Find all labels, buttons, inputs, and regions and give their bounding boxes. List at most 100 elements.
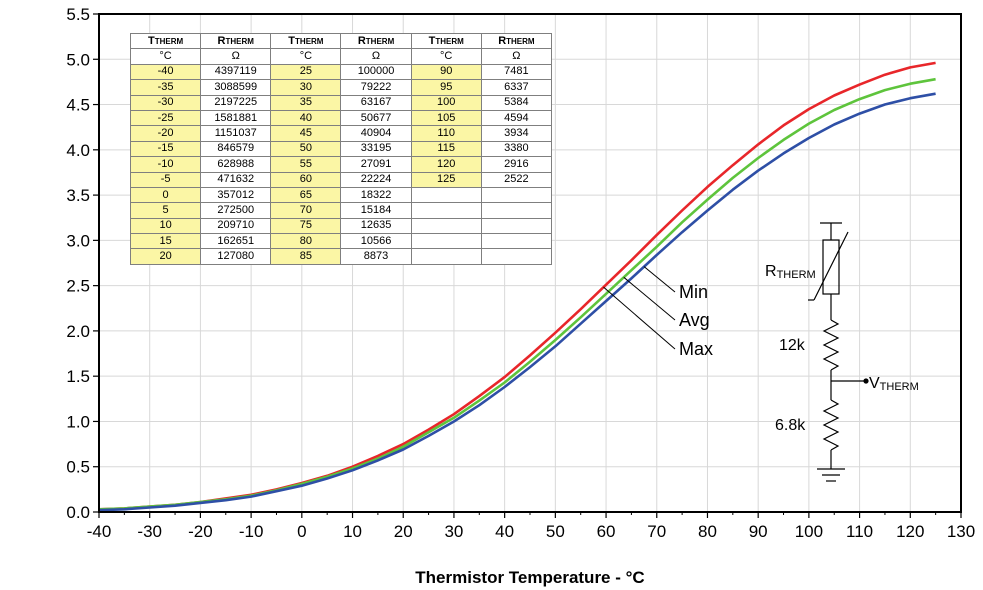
resistance-cell: 22224 <box>340 171 412 188</box>
table-header-cell: RTHERM <box>340 32 412 50</box>
table-row: -25 1581881 40 50677 105 4594 <box>129 109 553 127</box>
resistance-cell: 4397119 <box>200 63 272 81</box>
temperature-cell: 120 <box>410 156 482 173</box>
temperature-cell: 50 <box>270 140 342 158</box>
temperature-cell <box>410 217 482 235</box>
table-unit-cell: °C <box>410 48 482 65</box>
temperature-cell: -5 <box>129 171 202 188</box>
resistance-cell: 2197225 <box>200 94 272 111</box>
y-tick-label: 3.5 <box>66 186 90 205</box>
x-tick-label: 30 <box>444 522 463 541</box>
temperature-cell: 125 <box>410 171 482 188</box>
temperature-cell: 80 <box>270 233 342 250</box>
annotation-leader-avg <box>623 276 676 321</box>
resistance-cell: 628988 <box>200 156 272 173</box>
circuit-diagram <box>808 222 869 482</box>
table-row: -10 628988 55 27091 120 2916 <box>129 156 553 173</box>
temperature-cell: 45 <box>270 125 342 142</box>
y-tick-label: 0.5 <box>66 458 90 477</box>
temperature-cell: -20 <box>129 125 202 142</box>
temperature-cell: -35 <box>129 79 202 96</box>
temperature-cell: 10 <box>129 217 202 235</box>
temperature-cell: 115 <box>410 140 482 158</box>
series-group <box>98 61 936 512</box>
annotation-label-avg: Avg <box>679 310 710 330</box>
table-header-cell: TTHERM <box>270 32 342 50</box>
resistance-cell: 357012 <box>200 186 272 204</box>
resistance-cell: 63167 <box>340 94 412 111</box>
rtherm-label: RTHERM <box>765 263 816 281</box>
resistance-cell <box>480 248 553 265</box>
table-row: -35 3088599 30 79222 95 6337 <box>129 79 553 96</box>
y-axis-title-group: Thermistor Pin Read-Out Voltage <box>15 130 34 396</box>
resistance-cell: 272500 <box>200 202 272 219</box>
annotation-label-max: Max <box>679 339 713 359</box>
table-row: 0 357012 65 18322 <box>129 186 553 204</box>
table-row: 15 162651 80 10566 <box>129 233 553 250</box>
temperature-cell: 40 <box>270 109 342 127</box>
table-unit-cell: Ω <box>340 48 412 65</box>
vtherm-label: VTHERM <box>869 375 919 393</box>
series-line-min <box>98 92 936 512</box>
resistance-cell: 79222 <box>340 79 412 96</box>
temperature-cell: 60 <box>270 171 342 188</box>
vtherm-node <box>863 378 869 384</box>
thermistor-slash <box>813 231 849 301</box>
table-unit-cell: °C <box>270 48 342 65</box>
resistance-cell: 40904 <box>340 125 412 142</box>
resistor-6k8 <box>822 399 840 451</box>
y-axis-title: Thermistor Pin Read-Out Voltage <box>15 130 34 396</box>
y-tick-label: 5.5 <box>66 5 90 24</box>
resistance-cell <box>480 217 553 235</box>
resistance-cell: 3380 <box>480 140 553 158</box>
temperature-cell: 90 <box>410 63 482 81</box>
resistance-cell: 8873 <box>340 248 412 265</box>
resistance-cell: 127080 <box>200 248 272 265</box>
table-unit-cell: Ω <box>200 48 272 65</box>
r2-label: 6.8k <box>775 417 806 434</box>
table-row: -30 2197225 35 63167 100 5384 <box>129 94 553 111</box>
annotation-label-min: Min <box>679 282 708 302</box>
table-row: -40 4397119 25 100000 90 7481 <box>129 63 553 81</box>
temperature-cell: 25 <box>270 63 342 81</box>
annotation-leader-min <box>643 266 676 293</box>
temperature-cell: -30 <box>129 94 202 111</box>
temperature-cell: -10 <box>129 156 202 173</box>
x-tick-label: 0 <box>297 522 306 541</box>
x-tick-label: -20 <box>188 522 213 541</box>
table-row: 10 209710 75 12635 <box>129 217 553 235</box>
table-row: 5 272500 70 15184 <box>129 202 553 219</box>
x-tick-label: -10 <box>239 522 264 541</box>
resistance-cell: 846579 <box>200 140 272 158</box>
temperature-cell: 65 <box>270 186 342 204</box>
resistance-cell <box>480 233 553 250</box>
temperature-cell: 110 <box>410 125 482 142</box>
resistance-cell: 100000 <box>340 63 412 81</box>
x-ticks: -40 -30 -20 -10 0 10 20 30 40 50 60 70 80 90 100 110 120… <box>87 512 975 541</box>
table-header-cell: RTHERM <box>200 32 272 50</box>
table-header-row: TTHERM RTHERM TTHERM RTHERM TTHERM RTHERM <box>129 32 553 50</box>
resistance-cell: 471632 <box>200 171 272 188</box>
y-tick-label: 4.5 <box>66 96 90 115</box>
temperature-cell: 5 <box>129 202 202 219</box>
temperature-cell <box>410 202 482 219</box>
table-units-row: °C Ω °C Ω °C Ω <box>129 48 553 65</box>
x-tick-label: 60 <box>597 522 616 541</box>
x-tick-label: 90 <box>749 522 768 541</box>
resistance-cell: 7481 <box>480 63 553 81</box>
y-tick-label: 5.0 <box>66 50 90 69</box>
table-header-cell: TTHERM <box>410 32 482 50</box>
temperature-cell <box>410 248 482 265</box>
y-tick-label: 1.5 <box>66 367 90 386</box>
resistance-cell: 1581881 <box>200 109 272 127</box>
temperature-cell: 15 <box>129 233 202 250</box>
resistance-cell: 27091 <box>340 156 412 173</box>
temperature-cell: 0 <box>129 186 202 204</box>
x-tick-label: 40 <box>495 522 514 541</box>
table-unit-cell: °C <box>129 48 202 65</box>
resistance-cell: 162651 <box>200 233 272 250</box>
resistance-cell: 33195 <box>340 140 412 158</box>
annotation-leader-max <box>603 286 676 350</box>
thermistor-table: TTHERM RTHERM TTHERM RTHERM TTHERM RTHERM °C Ω °… <box>129 32 553 265</box>
temperature-cell: 100 <box>410 94 482 111</box>
